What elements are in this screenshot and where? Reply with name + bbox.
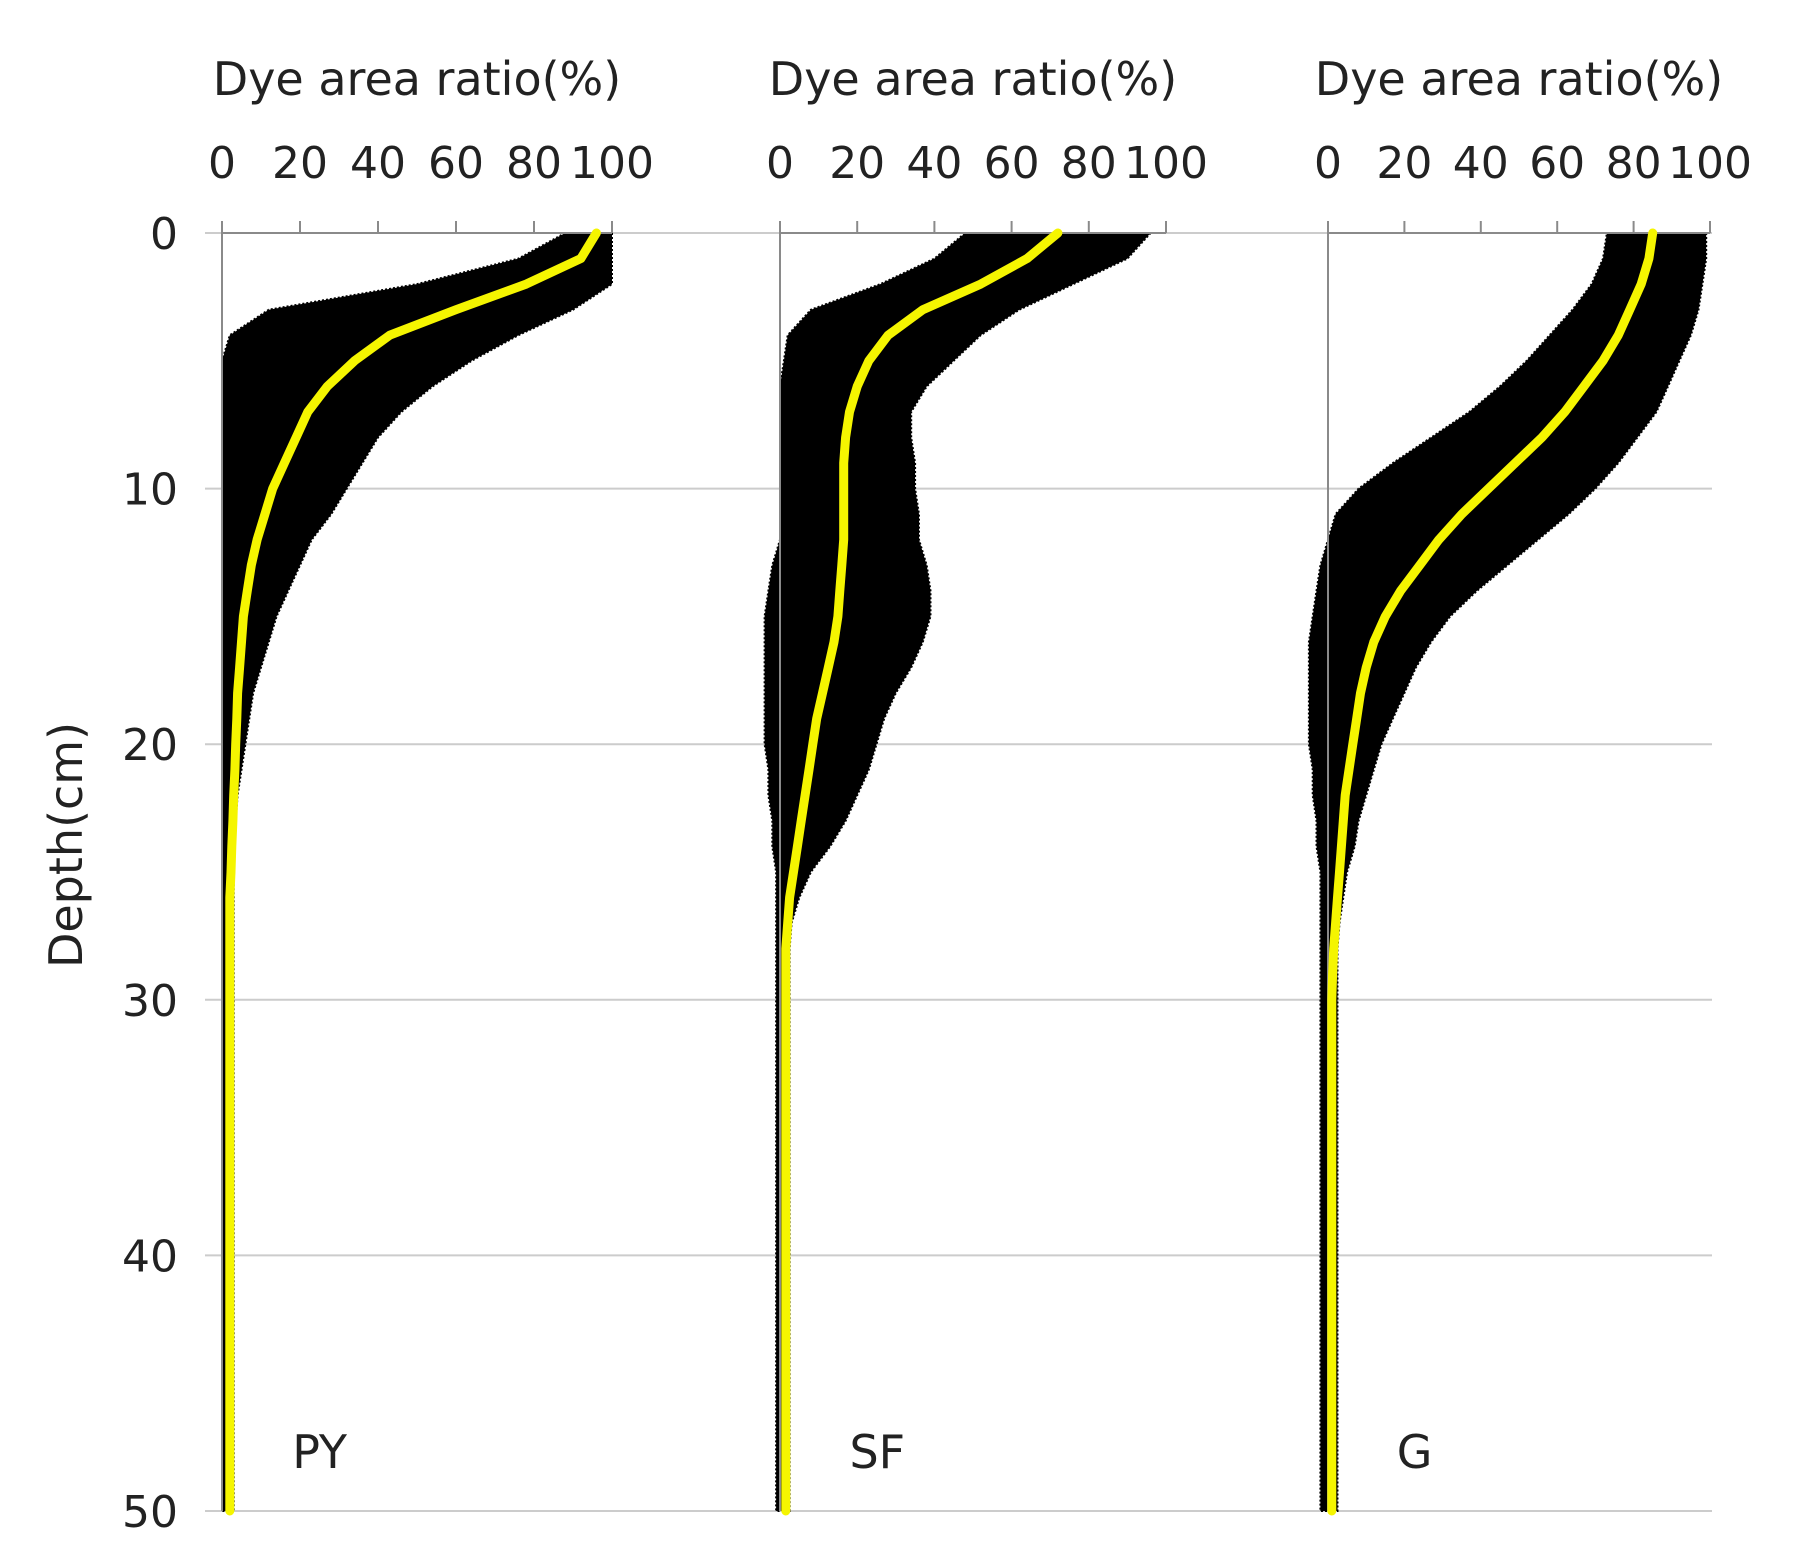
x-tick-label: 80 xyxy=(1606,138,1662,189)
std-band-sf xyxy=(763,232,1153,1512)
x-tick-label: 60 xyxy=(428,138,484,189)
x-tick-label: 20 xyxy=(272,138,328,189)
panel-label: PY xyxy=(292,1425,348,1479)
mean-line-py xyxy=(225,228,601,1516)
x-tick-label: 0 xyxy=(208,138,236,189)
y-tick-label: 40 xyxy=(122,1231,178,1282)
panel-py: 0 20 40 60 80 100 Dye area ratio(%) PY xyxy=(208,52,654,1516)
y-tick-label: 0 xyxy=(150,209,178,260)
x-tick-label: 100 xyxy=(570,138,654,189)
x-tick-label: 60 xyxy=(984,138,1040,189)
x-tick-label: 0 xyxy=(1314,138,1342,189)
x-tick-label: 80 xyxy=(1061,138,1117,189)
x-tick-label: 20 xyxy=(1376,138,1432,189)
y-axis-title: Depth(cm) xyxy=(39,722,93,968)
x-tick-label: 60 xyxy=(1529,138,1585,189)
x-tick-label: 20 xyxy=(829,138,885,189)
x-tick-label: 80 xyxy=(506,138,562,189)
std-band-g xyxy=(1307,232,1708,1512)
y-tick-label: 30 xyxy=(122,976,178,1027)
mean-line-sf xyxy=(781,228,1063,1516)
y-tick-label: 10 xyxy=(122,465,178,516)
mean-line-g xyxy=(1327,228,1658,1516)
panel-label: SF xyxy=(849,1425,905,1479)
x-tick-label: 40 xyxy=(1453,138,1509,189)
x-axis-title: Dye area ratio(%) xyxy=(769,52,1177,106)
std-band-py xyxy=(221,232,613,1512)
panel-sf: 0 20 40 60 80 100 Dye area ratio(%) SF xyxy=(763,52,1208,1516)
x-tick-label: 100 xyxy=(1124,138,1208,189)
x-tick-label: 40 xyxy=(906,138,962,189)
x-tick-label: 40 xyxy=(350,138,406,189)
x-axis-title: Dye area ratio(%) xyxy=(213,52,621,106)
y-tick-label: 50 xyxy=(122,1487,178,1538)
x-axis-title: Dye area ratio(%) xyxy=(1315,52,1723,106)
x-tick-label: 0 xyxy=(766,138,794,189)
panel-g: 0 20 40 60 80 100 Dye area ratio(%) G xyxy=(1307,52,1752,1516)
panel-label: G xyxy=(1397,1425,1433,1479)
x-tick-label: 100 xyxy=(1668,138,1752,189)
y-axis: 0 10 20 30 40 50 xyxy=(122,209,178,1538)
y-tick-label: 20 xyxy=(122,720,178,771)
